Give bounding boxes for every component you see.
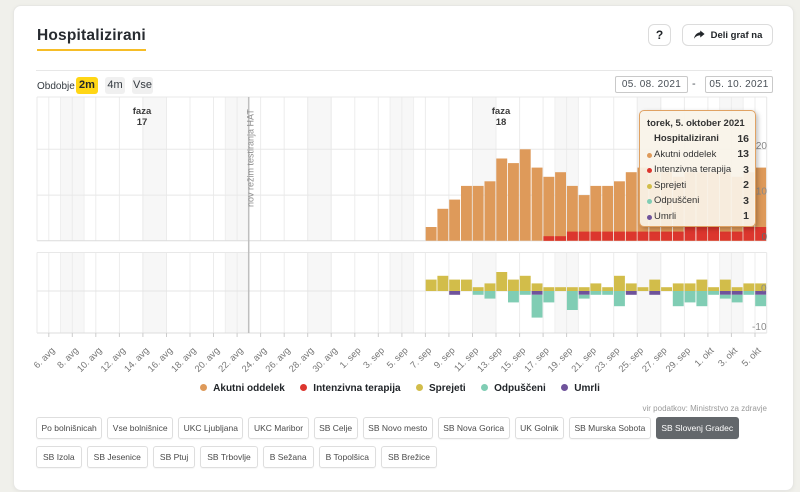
svg-text:20. avg: 20. avg <box>193 345 222 374</box>
svg-text:16. avg: 16. avg <box>146 345 175 374</box>
svg-text:19. sep: 19. sep <box>546 345 575 374</box>
svg-text:17. sep: 17. sep <box>522 345 551 374</box>
svg-text:18. avg: 18. avg <box>169 345 198 374</box>
svg-text:6. avg: 6. avg <box>32 345 57 370</box>
svg-text:faza: faza <box>492 106 511 117</box>
svg-text:10: 10 <box>756 187 768 198</box>
svg-text:3. sep: 3. sep <box>361 345 386 370</box>
svg-text:29. sep: 29. sep <box>664 345 693 374</box>
svg-text:1. sep: 1. sep <box>338 345 363 370</box>
svg-text:3. okt: 3. okt <box>716 345 739 368</box>
svg-text:0: 0 <box>761 284 767 295</box>
svg-text:12. avg: 12. avg <box>99 345 128 374</box>
svg-text:faza: faza <box>133 106 152 117</box>
svg-text:11. sep: 11. sep <box>452 345 480 373</box>
svg-text:28. avg: 28. avg <box>287 345 316 374</box>
svg-text:nov režim testiranja HAT: nov režim testiranja HAT <box>246 109 256 207</box>
svg-text:21. sep: 21. sep <box>569 345 598 374</box>
svg-text:15. sep: 15. sep <box>499 345 528 374</box>
svg-text:14. avg: 14. avg <box>122 345 151 374</box>
svg-text:0: 0 <box>761 232 767 243</box>
svg-text:-10: -10 <box>752 322 767 333</box>
svg-text:27. sep: 27. sep <box>640 345 669 374</box>
svg-text:26. avg: 26. avg <box>263 345 292 374</box>
svg-text:5. okt: 5. okt <box>740 345 763 368</box>
svg-text:17: 17 <box>137 117 148 128</box>
svg-text:13. sep: 13. sep <box>475 345 504 374</box>
svg-text:5. sep: 5. sep <box>385 345 410 370</box>
svg-text:23. sep: 23. sep <box>593 345 622 374</box>
svg-text:24. avg: 24. avg <box>240 345 269 374</box>
svg-text:22. avg: 22. avg <box>216 345 245 374</box>
svg-text:10. avg: 10. avg <box>75 345 104 374</box>
svg-text:30. avg: 30. avg <box>311 345 340 374</box>
svg-text:18: 18 <box>496 117 507 128</box>
svg-text:1. okt: 1. okt <box>693 345 716 368</box>
svg-text:25. sep: 25. sep <box>617 345 646 374</box>
svg-text:20: 20 <box>756 141 768 152</box>
svg-text:7. sep: 7. sep <box>408 345 433 370</box>
